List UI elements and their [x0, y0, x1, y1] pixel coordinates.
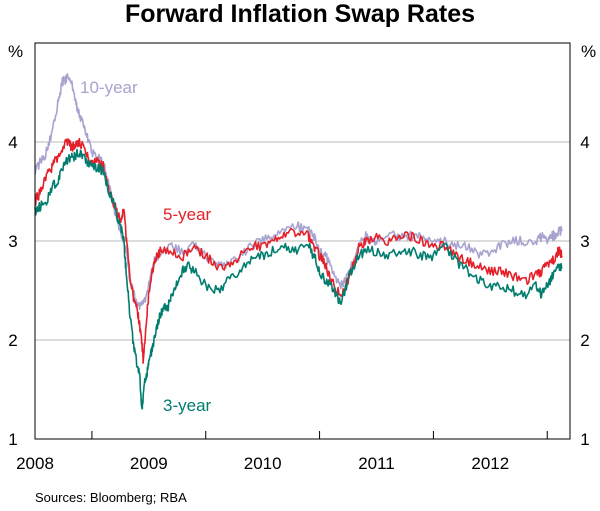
source-note: Sources: Bloomberg; RBA — [35, 490, 187, 505]
y-axis-unit-right: % — [581, 42, 596, 61]
y-tick-label-left-3: 3 — [8, 232, 17, 251]
series-label-3-year: 3-year — [163, 396, 212, 415]
series-label-5-year: 5-year — [163, 205, 212, 224]
y-axis-unit-left: % — [8, 42, 23, 61]
y-tick-label-right-4: 4 — [580, 133, 589, 152]
gridlines — [35, 141, 570, 341]
y-tick-label-left-2: 2 — [8, 331, 17, 350]
tick-labels: 1 1 2 2 3 3 4 4 2008 2009 2010 2011 2012 — [8, 133, 589, 473]
x-tick-label-2009: 2009 — [130, 454, 168, 473]
axis-ticks — [91, 431, 548, 439]
y-tick-label-right-2: 2 — [580, 331, 589, 350]
series-label-10-year: 10-year — [80, 78, 138, 97]
plot-area — [34, 42, 571, 440]
series-lines — [34, 73, 563, 410]
chart-title: Forward Inflation Swap Rates — [125, 0, 475, 28]
x-tick-label-2008: 2008 — [16, 454, 54, 473]
series-line-10-year — [34, 73, 563, 311]
x-tick-label-2012: 2012 — [471, 454, 509, 473]
y-tick-label-right-1: 1 — [580, 430, 589, 449]
series-line-3-year — [34, 148, 563, 410]
y-tick-label-left-1: 1 — [8, 430, 17, 449]
y-tick-label-right-3: 3 — [580, 232, 589, 251]
y-tick-label-left-4: 4 — [8, 133, 17, 152]
x-tick-label-2010: 2010 — [244, 454, 282, 473]
x-tick-label-2011: 2011 — [358, 454, 395, 473]
